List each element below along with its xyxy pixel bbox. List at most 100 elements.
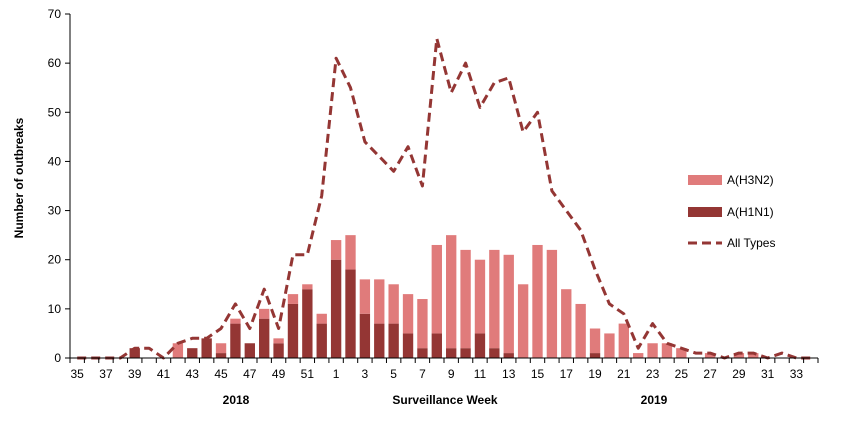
x-tick-label: 25 — [675, 367, 689, 381]
x-tick-label: 37 — [99, 367, 113, 381]
bar-a-h1n1-week-43 — [187, 348, 198, 358]
bar-a-h1n1-week-9 — [446, 348, 457, 358]
x-tick-label: 43 — [186, 367, 200, 381]
bar-a-h3n2-week-27 — [704, 353, 716, 358]
legend: A(H3N2) A(H1N1) All Types — [688, 173, 775, 250]
x-tick-label: 9 — [448, 367, 455, 381]
bar-a-h1n1-week-48 — [259, 318, 270, 358]
bar-a-h1n1-week-5 — [388, 323, 399, 358]
y-axis-title: Number of outbreaks — [12, 117, 26, 238]
x-axis: 35 37 39 41 43 45 47 49 51 1 3 5 7 9 11 13 15 17 19 21 23 25 2… — [69, 357, 819, 381]
x-tick-label: 27 — [703, 367, 717, 381]
bar-a-h3n2-week-2 — [345, 235, 356, 270]
bar-a-h1n1-week-51 — [302, 289, 313, 358]
bar-a-h3n2-week-22 — [633, 353, 644, 358]
y-tick-label: 0 — [54, 351, 61, 365]
bar-a-h3n2-week-3 — [359, 279, 371, 314]
bar-a-h1n1-week-10 — [460, 348, 471, 358]
bar-a-h3n2-week-14 — [517, 284, 529, 358]
bar-a-h3n2-week-21 — [618, 323, 629, 358]
bar-a-h1n1-week-12 — [489, 348, 500, 358]
legend-swatch-h3n2 — [688, 175, 722, 185]
bar-a-h3n2-week-30 — [748, 353, 759, 358]
bar-a-h3n2-week-8 — [431, 244, 442, 334]
bar-a-h3n2-week-17 — [561, 289, 572, 358]
bar-a-h3n2-week-45 — [215, 343, 227, 354]
y-tick-label: 10 — [48, 302, 62, 316]
y-axis: 0 10 20 30 40 50 60 70 — [48, 7, 71, 365]
bar-a-h1n1-week-3 — [359, 313, 371, 358]
x-tick-label: 5 — [390, 367, 397, 381]
legend-label-h3n2: A(H3N2) — [727, 173, 774, 187]
bar-a-h1n1-week-19 — [589, 353, 601, 358]
bar-a-h3n2-week-19 — [589, 328, 601, 354]
y-tick-label: 50 — [48, 105, 62, 119]
x-tick-label: 13 — [502, 367, 516, 381]
bar-a-h1n1-week-47 — [244, 343, 255, 358]
bar-a-h1n1-week-52 — [316, 323, 327, 358]
x-tick-label: 47 — [243, 367, 257, 381]
x-tick-label: 49 — [272, 367, 286, 381]
year-label-2019: 2019 — [641, 393, 668, 407]
x-tick-label: 35 — [71, 367, 85, 381]
y-tick-label: 30 — [48, 204, 62, 218]
x-tick-label: 3 — [362, 367, 369, 381]
bar-a-h3n2-week-1 — [330, 240, 342, 260]
bar-a-h3n2-week-13 — [503, 254, 514, 354]
bar-a-h3n2-week-7 — [417, 299, 428, 349]
x-tick-label: 15 — [531, 367, 545, 381]
x-tick-label: 33 — [790, 367, 804, 381]
bar-a-h3n2-week-24 — [661, 343, 673, 358]
bar-a-h3n2-week-15 — [532, 244, 543, 358]
legend-label-all-types: All Types — [727, 236, 775, 250]
y-tick-label: 70 — [48, 7, 62, 21]
x-tick-label: 17 — [560, 367, 574, 381]
bar-a-h3n2-week-6 — [402, 294, 414, 334]
all-types-line-group — [77, 37, 811, 360]
bar-a-h1n1-week-2 — [345, 269, 356, 358]
bars — [129, 235, 759, 358]
x-axis-title: Surveillance Week — [392, 393, 497, 407]
x-tick-label: 29 — [732, 367, 746, 381]
x-tick-label: 39 — [128, 367, 142, 381]
bar-a-h3n2-week-10 — [460, 249, 471, 349]
bar-a-h3n2-week-4 — [374, 279, 385, 324]
bar-a-h3n2-week-29 — [733, 353, 745, 358]
bar-a-h1n1-week-46 — [230, 323, 241, 358]
x-tick-label: 23 — [646, 367, 660, 381]
bar-a-h3n2-week-11 — [474, 259, 486, 334]
bar-a-h3n2-week-46 — [230, 318, 241, 324]
bar-a-h1n1-week-13 — [503, 353, 514, 358]
bar-a-h1n1-week-6 — [402, 333, 414, 358]
bar-a-h3n2-week-52 — [316, 313, 327, 324]
bar-a-h1n1-week-11 — [474, 333, 486, 358]
bar-a-h3n2-week-18 — [575, 303, 586, 358]
bar-a-h1n1-week-4 — [374, 323, 385, 358]
bar-a-h3n2-week-16 — [546, 249, 558, 358]
x-tick-label: 7 — [419, 367, 426, 381]
x-tick-label: 1 — [333, 367, 340, 381]
y-tick-label: 20 — [48, 253, 62, 267]
bar-a-h3n2-week-51 — [302, 284, 313, 290]
bar-a-h1n1-week-39 — [129, 348, 140, 358]
x-tick-label: 19 — [588, 367, 602, 381]
bar-a-h3n2-week-42 — [172, 343, 184, 358]
bar-a-h1n1-week-44 — [201, 338, 212, 358]
y-tick-label: 40 — [48, 154, 62, 168]
x-tick-label: 11 — [474, 367, 487, 381]
bar-a-h1n1-week-49 — [273, 343, 284, 358]
legend-swatch-h1n1 — [688, 207, 722, 217]
bar-a-h1n1-week-50 — [287, 303, 299, 358]
bar-a-h1n1-week-8 — [431, 333, 442, 358]
bar-a-h1n1-week-1 — [330, 259, 342, 358]
x-tick-label: 45 — [214, 367, 228, 381]
bar-a-h3n2-week-20 — [604, 333, 615, 358]
bar-a-h3n2-week-9 — [446, 235, 457, 349]
bar-a-h3n2-week-12 — [489, 249, 500, 349]
bar-a-h3n2-week-5 — [388, 284, 399, 324]
bar-a-h3n2-week-49 — [273, 338, 284, 344]
bar-a-h1n1-week-7 — [417, 348, 428, 358]
y-tick-label: 60 — [48, 56, 62, 70]
bar-a-h3n2-week-50 — [287, 294, 299, 304]
